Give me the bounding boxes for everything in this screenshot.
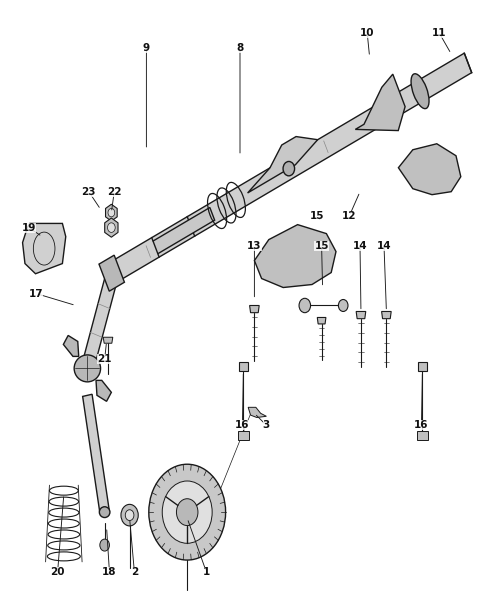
Text: 17: 17	[29, 289, 43, 298]
Text: 16: 16	[235, 420, 250, 430]
Polygon shape	[250, 305, 259, 313]
Circle shape	[283, 162, 295, 176]
Polygon shape	[356, 311, 366, 319]
Polygon shape	[99, 255, 124, 291]
Text: 1: 1	[203, 567, 210, 577]
Circle shape	[100, 539, 109, 551]
Polygon shape	[106, 204, 117, 221]
Polygon shape	[417, 431, 428, 440]
Text: 15: 15	[314, 241, 329, 250]
Text: 23: 23	[82, 187, 96, 196]
Text: 10: 10	[360, 28, 374, 38]
Text: 14: 14	[377, 241, 391, 250]
Text: 14: 14	[353, 241, 367, 250]
Polygon shape	[82, 270, 119, 371]
Text: 15: 15	[310, 211, 324, 220]
Circle shape	[108, 208, 115, 217]
Text: 2: 2	[131, 567, 138, 577]
Polygon shape	[248, 137, 318, 193]
Text: 21: 21	[97, 355, 112, 364]
Circle shape	[125, 510, 134, 521]
Text: 8: 8	[236, 43, 244, 53]
Polygon shape	[105, 218, 118, 237]
Text: 3: 3	[263, 420, 270, 430]
Text: 11: 11	[432, 28, 446, 38]
Polygon shape	[254, 225, 336, 288]
Ellipse shape	[74, 355, 101, 382]
Polygon shape	[239, 362, 248, 371]
Text: 9: 9	[143, 43, 150, 53]
Polygon shape	[317, 317, 326, 324]
Polygon shape	[96, 380, 111, 401]
Circle shape	[108, 223, 115, 232]
Text: 22: 22	[107, 187, 121, 196]
Polygon shape	[109, 53, 472, 282]
Polygon shape	[248, 407, 266, 418]
Ellipse shape	[411, 74, 429, 108]
Circle shape	[338, 300, 348, 311]
Circle shape	[162, 481, 212, 543]
Text: 13: 13	[247, 241, 262, 250]
Text: 18: 18	[102, 567, 117, 577]
Text: 16: 16	[414, 420, 429, 430]
Text: 20: 20	[50, 567, 65, 577]
Ellipse shape	[99, 507, 110, 518]
Circle shape	[299, 298, 311, 313]
Circle shape	[149, 464, 226, 560]
Circle shape	[121, 504, 138, 526]
Polygon shape	[382, 311, 391, 319]
Polygon shape	[153, 207, 215, 254]
Text: 12: 12	[342, 211, 357, 220]
Polygon shape	[398, 144, 461, 195]
Circle shape	[177, 499, 198, 525]
Polygon shape	[103, 337, 113, 343]
Text: 19: 19	[22, 223, 36, 232]
Polygon shape	[238, 431, 249, 440]
Polygon shape	[63, 335, 79, 356]
Polygon shape	[418, 362, 427, 371]
Polygon shape	[355, 74, 405, 131]
Polygon shape	[23, 223, 66, 274]
Polygon shape	[83, 394, 109, 513]
